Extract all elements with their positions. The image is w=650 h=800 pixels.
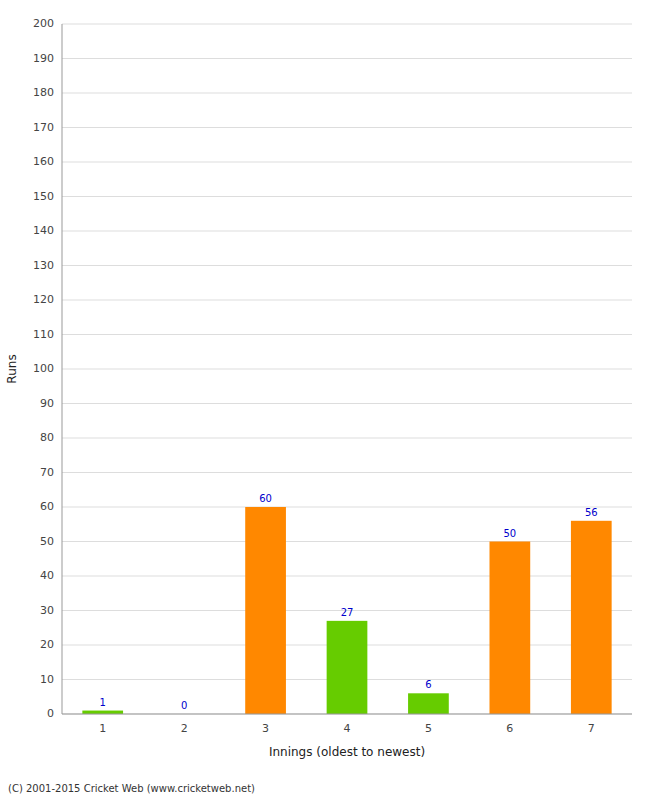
- bar: [490, 542, 531, 715]
- bar: [82, 711, 123, 714]
- data-label: 50: [503, 528, 516, 539]
- x-tick-label: 5: [425, 722, 432, 735]
- y-tick-label: 200: [33, 17, 54, 30]
- grid-line: [62, 403, 632, 404]
- y-axis-line: [62, 24, 63, 714]
- data-label: 27: [341, 607, 354, 618]
- bars: [82, 507, 611, 714]
- grid-line: [62, 438, 632, 439]
- grid-line: [62, 127, 632, 128]
- y-tick-label: 40: [40, 569, 54, 582]
- grid-line: [62, 24, 632, 25]
- y-tick-label: 170: [33, 121, 54, 134]
- x-tick-label: 2: [181, 722, 188, 735]
- bar: [327, 621, 368, 714]
- grid-line: [62, 541, 632, 542]
- footer: (C) 2001-2015 Cricket Web (www.cricketwe…: [8, 783, 255, 794]
- y-tick-label: 0: [47, 707, 54, 720]
- grid-line: [62, 334, 632, 335]
- bar: [245, 507, 286, 714]
- y-tick-label: 110: [33, 328, 54, 341]
- y-tick-label: 120: [33, 293, 54, 306]
- data-label: 56: [585, 507, 598, 518]
- y-tick-label: 140: [33, 224, 54, 237]
- data-label: 0: [181, 700, 187, 711]
- x-axis-line: [62, 714, 632, 715]
- x-axis: 1 2 3 4 5 6 7: [99, 722, 595, 735]
- x-tick-label: 7: [588, 722, 595, 735]
- grid-line: [62, 265, 632, 266]
- bar: [408, 693, 449, 714]
- y-tick-label: 50: [40, 535, 54, 548]
- x-tick-label: 4: [344, 722, 351, 735]
- background: [0, 0, 650, 800]
- chart: 0102030405060708090100110120130140150160…: [0, 0, 650, 800]
- y-tick-label: 60: [40, 500, 54, 513]
- y-tick-label: 30: [40, 604, 54, 617]
- y-tick-label: 150: [33, 190, 54, 203]
- grid-line: [62, 472, 632, 473]
- grid-line: [62, 231, 632, 232]
- grid-line: [62, 93, 632, 94]
- grid-line: [62, 369, 632, 370]
- y-tick-label: 180: [33, 86, 54, 99]
- y-tick-label: 10: [40, 673, 54, 686]
- grid-line: [62, 576, 632, 577]
- grid-line: [62, 507, 632, 508]
- grid-line: [62, 162, 632, 163]
- data-label: 6: [425, 679, 431, 690]
- data-label: 60: [259, 493, 272, 504]
- grid-line: [62, 58, 632, 59]
- x-tick-label: 3: [262, 722, 269, 735]
- grid: [62, 24, 632, 714]
- y-tick-label: 100: [33, 362, 54, 375]
- y-tick-label: 90: [40, 397, 54, 410]
- y-tick-label: 20: [40, 638, 54, 651]
- x-axis-title: Innings (oldest to newest): [269, 745, 425, 759]
- grid-line: [62, 300, 632, 301]
- data-labels: 1 0 60 27 6 50 56: [100, 493, 598, 711]
- y-axis-title: Runs: [5, 354, 19, 383]
- grid-line: [62, 196, 632, 197]
- bar: [571, 521, 612, 714]
- y-tick-label: 70: [40, 466, 54, 479]
- y-tick-label: 160: [33, 155, 54, 168]
- y-tick-label: 80: [40, 431, 54, 444]
- grid-line: [62, 714, 632, 715]
- y-tick-label: 190: [33, 52, 54, 65]
- x-tick-label: 1: [99, 722, 106, 735]
- x-tick-label: 6: [506, 722, 513, 735]
- y-axis: 0 10 20 30 40 50 60 70 80 90 100 110 120 130 140 150 160…: [33, 17, 54, 720]
- y-tick-label: 130: [33, 259, 54, 272]
- data-label: 1: [100, 697, 106, 708]
